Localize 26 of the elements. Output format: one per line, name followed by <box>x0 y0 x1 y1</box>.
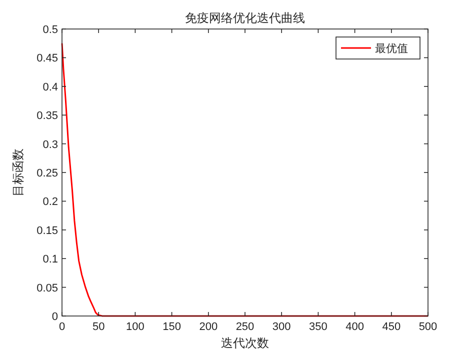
x-tick-label: 200 <box>199 321 218 333</box>
x-tick-label: 350 <box>309 321 328 333</box>
y-axis-title: 目标函数 <box>11 148 25 196</box>
x-tick-label: 150 <box>162 321 181 333</box>
y-tick-label: 0.5 <box>42 24 58 36</box>
x-tick-label: 300 <box>272 321 291 333</box>
legend-label: 最优值 <box>375 43 408 55</box>
y-tick-label: 0.3 <box>42 138 58 151</box>
y-tick-label: 0.1 <box>42 254 58 266</box>
x-axis-title: 迭代次数 <box>221 336 269 350</box>
x-tick-label: 0 <box>58 321 66 333</box>
y-tick-label: 0 <box>52 311 58 323</box>
y-tick-label: 0.25 <box>36 168 58 180</box>
x-tick-label: 400 <box>346 321 364 333</box>
y-tick-label: 0.45 <box>36 52 58 65</box>
y-tick-label: 0.4 <box>42 81 58 94</box>
x-tick-label: 50 <box>92 321 105 333</box>
x-tick-label: 100 <box>126 321 144 333</box>
y-tick-label: 0.05 <box>36 282 58 294</box>
chart-title: 免疫网络优化迭代曲线 <box>185 11 305 25</box>
x-tick-label: 250 <box>236 321 254 333</box>
y-tick-label: 0.2 <box>42 196 58 208</box>
y-tick-label: 0.35 <box>36 110 58 122</box>
y-tick-label: 0.15 <box>36 224 58 237</box>
x-tick-label: 500 <box>418 321 438 333</box>
x-tick-label: 450 <box>382 321 401 333</box>
